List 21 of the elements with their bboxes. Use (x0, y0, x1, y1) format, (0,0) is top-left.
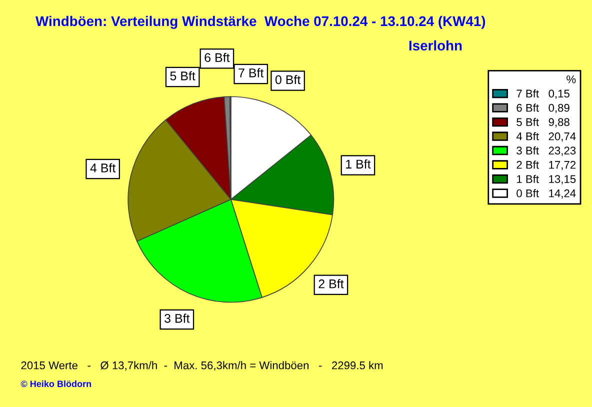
slice-label: 7 Bft (238, 68, 264, 78)
category-label: 7 Bft 0,15 (516, 89, 570, 99)
slice-label: 1 Bft (346, 159, 371, 169)
category-label: 1 Bft 13,15 (517, 174, 576, 184)
text: Iserlohn (409, 40, 462, 51)
text: © Heiko Blödorn (20, 380, 92, 388)
legend-label: 0 Bft (275, 74, 301, 84)
slice-label: 2 Bft (318, 279, 344, 288)
category-label: 3 Bft 23,23 (516, 146, 576, 156)
slice-label: 5 Bft (170, 71, 196, 80)
category-label: 5 Bft 9,88 (516, 118, 570, 128)
category-label: 0 Bft 14,24 (516, 189, 576, 199)
category-label: 4 Bft 20,74 (516, 132, 576, 142)
legend-title: % (566, 75, 576, 84)
slice-label: 6 Bft (204, 52, 230, 62)
slice-label: 4 Bft (90, 163, 116, 172)
category-label: 6 Bft 0,89 (516, 104, 570, 114)
slice-label: 3 Bft (164, 314, 190, 323)
category-label: 2 Bft 17,72 (516, 160, 576, 170)
chart-title: Windböen: Verteilung Windstärke Woche 07.10.24 - 13.10.24 (KW41) (36, 16, 486, 29)
text: 2015 Werte - Ø 13,7km/h - Max. 56,3km/h = Windböen - 2299.5 km (21, 361, 383, 371)
